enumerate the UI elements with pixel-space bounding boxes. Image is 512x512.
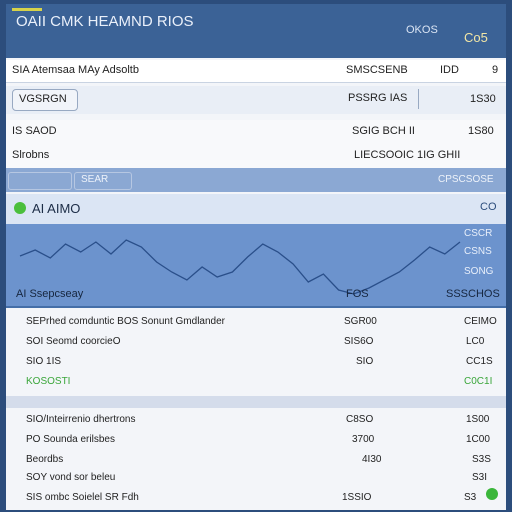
- chart-divider: [6, 306, 506, 308]
- tab-band: SEAR CPSCSOSE: [6, 168, 506, 192]
- table-cell-label: PO Sounda erilsbes: [26, 434, 115, 445]
- table-row[interactable]: SOI Seomd coorcieO SIS6O LC0: [6, 332, 506, 354]
- table-row[interactable]: Beordbs 4I30 S3S: [6, 450, 506, 472]
- chart-title: AI AIMO: [32, 201, 81, 216]
- chart-right-label-1: CSCR: [464, 228, 493, 239]
- table-cell-right: 1S00: [466, 414, 490, 425]
- table-row[interactable]: SIO 1IS SIO CC1S: [6, 352, 506, 374]
- table-cell-label: SOY vond sor beleu: [26, 472, 116, 483]
- status-indicator-icon: [486, 488, 498, 500]
- amount-value: 1S80: [468, 125, 494, 137]
- data-table: SEPrhed comduntic BOS Sonunt Gmdlander S…: [6, 308, 506, 510]
- table-cell-mid: SGR00: [344, 316, 377, 327]
- target-select-value: PSSRG IAS: [348, 92, 408, 104]
- balance-value: LIECSOOIC 1IG GHII: [354, 149, 461, 161]
- source-select[interactable]: VGSRGN: [12, 89, 78, 111]
- header-col2-label: IDD: [440, 64, 459, 76]
- amount-row: IS SAOD SGIG BCH II 1S80: [6, 120, 506, 144]
- chart-series-line: [19, 239, 461, 295]
- table-section-divider: [6, 396, 506, 408]
- table-cell-label: SIO/Inteirrenio dhertrons: [26, 414, 136, 425]
- tab-overview[interactable]: [8, 172, 72, 190]
- table-cell-right: CC1S: [466, 356, 493, 367]
- table-cell-mid: 3700: [352, 434, 375, 445]
- balance-row: Slrobns LIECSOOIC 1IG GHII: [6, 144, 506, 168]
- tab-search-label: SEAR: [81, 174, 109, 185]
- table-row[interactable]: KOSOSTI C0C1I: [6, 372, 506, 394]
- balance-label: Slrobns: [12, 149, 50, 161]
- status-text: OKOS: [406, 24, 438, 36]
- table-cell-right: S3: [464, 492, 477, 503]
- chart-svg: [19, 239, 461, 295]
- header-row: SIA Atemsaa MAy Adsoltb SMSCSENB IDD 9: [6, 60, 506, 83]
- table-cell-label: Beordbs: [26, 454, 64, 465]
- table-cell-right: S3I: [472, 472, 488, 483]
- status-dot-icon: [14, 202, 26, 214]
- table-row[interactable]: SOY vond sor beleu S3I: [6, 468, 506, 490]
- table-cell-label: SOI Seomd coorcieO: [26, 336, 121, 347]
- chart-footer-label: AI Ssepcseay: [16, 288, 84, 300]
- chart-right-label-2: CSNS: [464, 246, 492, 257]
- chart-header-value[interactable]: CO: [480, 201, 497, 213]
- select-row-value: 1S30: [470, 93, 496, 105]
- table-cell-mid: 1SSIO: [342, 492, 372, 503]
- table-cell-right: S3S: [472, 454, 491, 465]
- table-cell-label: KOSOSTI: [26, 376, 71, 387]
- table-cell-right: C0C1I: [464, 376, 493, 387]
- table-cell-mid: 4I30: [362, 454, 382, 465]
- amount-label: IS SAOD: [12, 125, 57, 137]
- table-cell-right: 1C00: [466, 434, 490, 445]
- source-select-value: VGSRGN: [19, 93, 67, 105]
- table-row[interactable]: SEPrhed comduntic BOS Sonunt Gmdlander S…: [6, 312, 506, 334]
- app-title: OAII CMK HEAMND RIOS: [16, 13, 194, 30]
- table-cell-right: CEIMO: [464, 316, 497, 327]
- title-bar: OAII CMK HEAMND RIOS OKOS Co5: [6, 4, 506, 58]
- table-cell-right: LC0: [466, 336, 485, 347]
- table-cell-label: SIS ombc Soielel SR Fdh: [26, 492, 139, 503]
- amount-mid-value: SGIG BCH II: [352, 125, 415, 137]
- table-row[interactable]: SIO/Inteirrenio dhertrons C8SO 1S00: [6, 410, 506, 432]
- title-accent-bar: [12, 8, 42, 11]
- target-select[interactable]: PSSRG IAS: [346, 89, 419, 109]
- chart-footer-right: SSSCHOS: [446, 288, 500, 300]
- table-cell-label: SIO 1IS: [26, 356, 62, 367]
- chart-right-label-3: SONG: [464, 266, 494, 277]
- chart-footer-mid: FOS: [346, 288, 369, 300]
- table-cell-mid: SIO: [356, 356, 374, 367]
- tab-search[interactable]: SEAR: [74, 172, 132, 190]
- header-col3-label: 9: [492, 64, 499, 76]
- app-window: OAII CMK HEAMND RIOS OKOS Co5 SIA Atemsa…: [6, 4, 506, 510]
- header-mid-label: SMSCSENB: [346, 64, 408, 76]
- chart-panel: AI AIMO CO CSCR CSNS SONG AI Ssepcseay F…: [6, 194, 506, 306]
- chart-header: AI AIMO CO: [6, 194, 506, 224]
- table-cell-label: SEPrhed comduntic BOS Sonunt Gmdlander: [26, 316, 225, 327]
- table-row[interactable]: SIS ombc Soielel SR Fdh 1SSIO S3: [6, 488, 506, 510]
- table-cell-mid: C8SO: [346, 414, 374, 425]
- band-right-label: CPSCSOSE: [438, 174, 494, 185]
- table-row[interactable]: PO Sounda erilsbes 3700 1C00: [6, 430, 506, 452]
- select-row: VGSRGN PSSRG IAS 1S30: [6, 86, 506, 114]
- header-label: SIA Atemsaa MAy Adsoltb: [12, 64, 139, 76]
- table-cell-mid: SIS6O: [344, 336, 374, 347]
- status-badge[interactable]: Co5: [464, 30, 488, 45]
